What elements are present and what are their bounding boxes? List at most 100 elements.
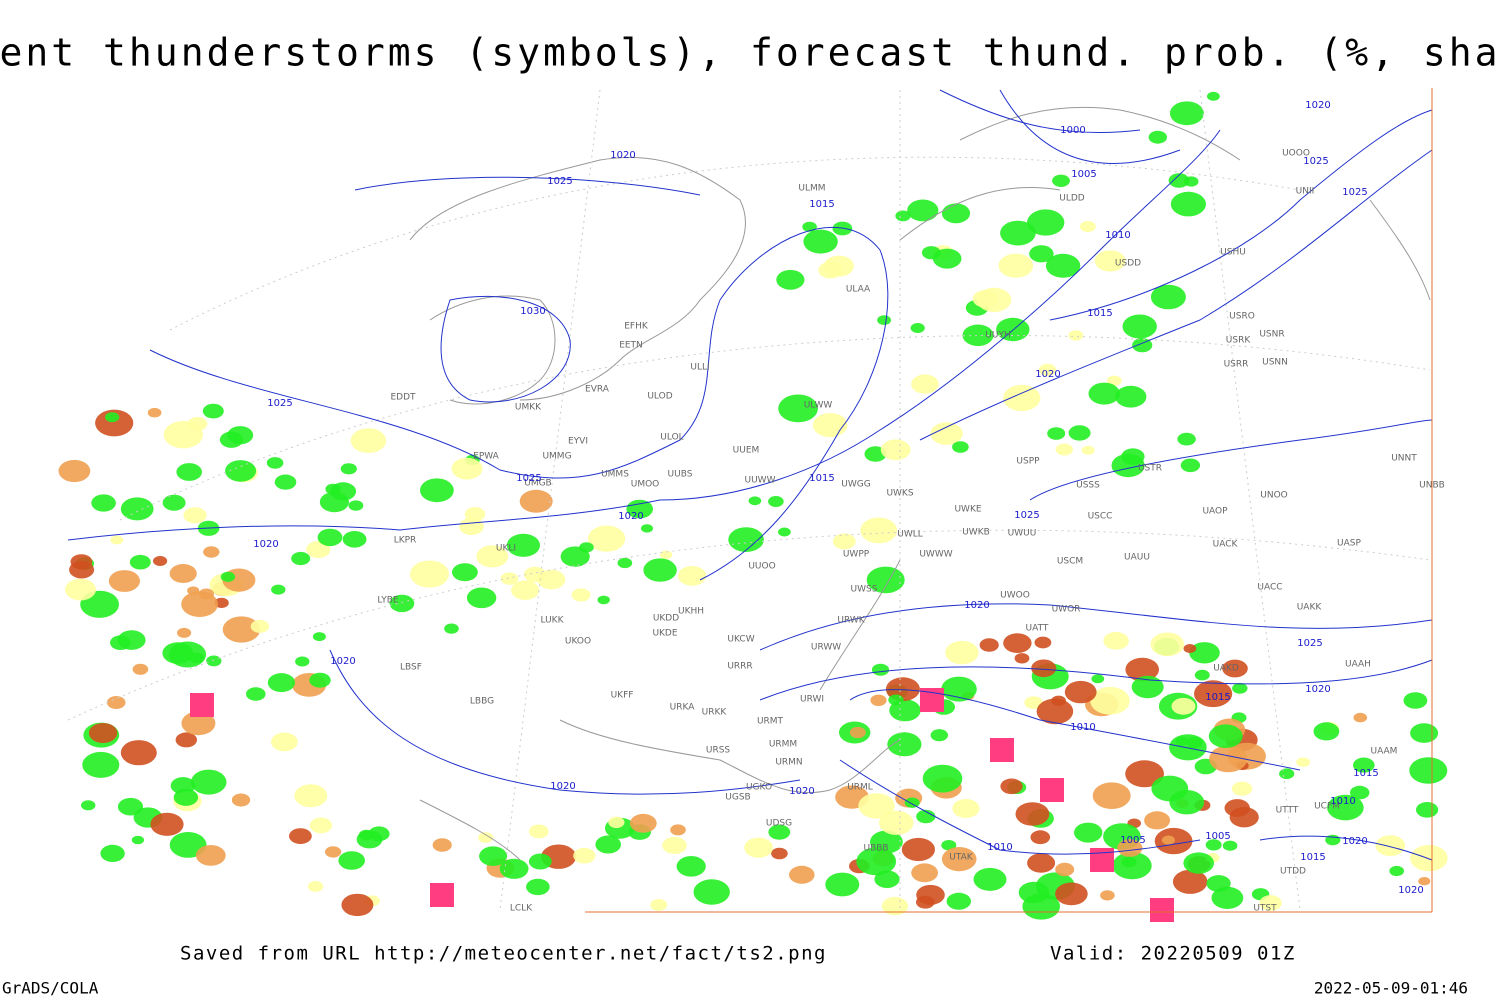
station-label: UNII xyxy=(1296,187,1315,197)
shade-cell xyxy=(870,694,887,706)
station-label: ULLI xyxy=(690,363,709,373)
shade-cell xyxy=(1168,173,1190,188)
shade-cell xyxy=(420,478,454,503)
shade-cell xyxy=(1115,385,1147,408)
station-label: LUKK xyxy=(541,616,565,626)
shade-cell xyxy=(307,881,324,892)
shade-cell xyxy=(1106,375,1122,386)
station-label: URMN xyxy=(775,758,802,768)
shade-cell xyxy=(203,546,220,558)
shade-cell xyxy=(1055,882,1088,906)
shade-cell xyxy=(306,541,331,558)
shade-cell xyxy=(1194,669,1210,681)
shade-cell xyxy=(1074,822,1103,843)
shade-cell xyxy=(81,800,96,811)
shade-cell xyxy=(1222,659,1248,678)
storm-symbol xyxy=(1150,898,1174,922)
shade-cell xyxy=(1094,250,1126,272)
shade-cell xyxy=(972,290,998,308)
shade-cell xyxy=(1121,856,1137,868)
station-label: ULAA xyxy=(846,285,871,295)
isobar-label: 1015 xyxy=(1087,308,1112,319)
shade-cell xyxy=(1375,835,1406,856)
shade-cell xyxy=(1259,895,1282,911)
shade-cell xyxy=(206,655,222,667)
shade-cell xyxy=(1034,636,1052,649)
shade-cell xyxy=(432,838,452,852)
station-label: EPWA xyxy=(473,452,500,462)
shade-cell xyxy=(879,810,914,835)
shade-cell xyxy=(571,588,591,602)
shade-cell xyxy=(916,884,945,905)
shade-cell xyxy=(325,846,342,858)
shade-cell xyxy=(910,323,925,333)
shade-cell xyxy=(1410,723,1439,743)
shade-cell xyxy=(941,203,971,224)
shade-cell xyxy=(1047,427,1066,440)
station-label: ULOD xyxy=(647,392,672,402)
isobar-label: 1020 xyxy=(1305,684,1330,695)
shade-cell xyxy=(444,623,459,634)
shade-cell xyxy=(1068,425,1091,441)
shade-cell xyxy=(511,580,540,600)
shade-cell xyxy=(930,422,963,445)
shade-cell xyxy=(1024,696,1043,709)
shade-cell xyxy=(1103,631,1129,650)
shade-cell xyxy=(100,844,125,863)
shade-cell xyxy=(941,847,977,872)
shade-cell xyxy=(466,587,497,609)
shade-cell xyxy=(389,594,415,613)
station-label: UMKK xyxy=(515,403,542,413)
shade-cell xyxy=(219,431,244,448)
shade-cell xyxy=(998,253,1034,278)
shade-cell xyxy=(181,591,219,617)
shade-cell xyxy=(120,740,157,766)
shade-cell xyxy=(147,407,162,418)
shade-cell xyxy=(901,837,936,862)
shade-cell xyxy=(1031,659,1057,678)
shade-cell xyxy=(526,878,550,896)
shade-cell xyxy=(1003,384,1041,412)
shade-cell xyxy=(108,570,140,592)
isobar-label: 1005 xyxy=(1205,831,1230,842)
station-label: UWKS xyxy=(886,489,913,499)
station-label: LBBG xyxy=(470,697,494,707)
station-label: UWLL xyxy=(897,530,923,540)
shade-cell xyxy=(1150,284,1186,310)
storm-symbol xyxy=(990,738,1014,762)
station-label: USTR xyxy=(1138,464,1162,474)
shade-cell xyxy=(962,324,994,347)
shade-cell xyxy=(1353,712,1368,723)
shade-cell xyxy=(693,879,730,905)
isobar-label: 1015 xyxy=(809,473,834,484)
shade-cell xyxy=(1229,807,1259,828)
shade-cell xyxy=(1222,840,1238,851)
isobar-label: 1015 xyxy=(1353,768,1378,779)
shade-cell xyxy=(617,557,633,569)
shade-cell xyxy=(952,441,969,453)
isobar-label: 1005 xyxy=(1071,169,1096,180)
isobar-label: 1015 xyxy=(1205,692,1230,703)
station-label: UMOO xyxy=(631,480,660,490)
shade-cell xyxy=(528,824,549,839)
shade-cell xyxy=(117,630,146,650)
shade-cell xyxy=(1170,191,1206,217)
shade-cell xyxy=(451,457,483,480)
shade-cell xyxy=(1144,811,1171,830)
station-label: UWUU xyxy=(1008,529,1037,539)
shade-cell xyxy=(945,640,979,665)
station-label: USCM xyxy=(1057,557,1083,567)
shade-cell xyxy=(1418,877,1431,886)
station-label: UKHH xyxy=(678,607,704,617)
shade-cell xyxy=(317,528,343,547)
station-label: UAOP xyxy=(1202,507,1228,517)
isobar-label: 1025 xyxy=(267,398,292,409)
shade-cell xyxy=(911,863,938,883)
shade-cell xyxy=(880,439,911,461)
shade-cell xyxy=(597,595,610,605)
shade-cell xyxy=(1091,674,1105,684)
shade-cell xyxy=(1122,314,1157,339)
isobar-label: 1015 xyxy=(809,199,834,210)
station-label: ULWW xyxy=(804,401,833,411)
station-label: LYBE xyxy=(377,596,398,606)
